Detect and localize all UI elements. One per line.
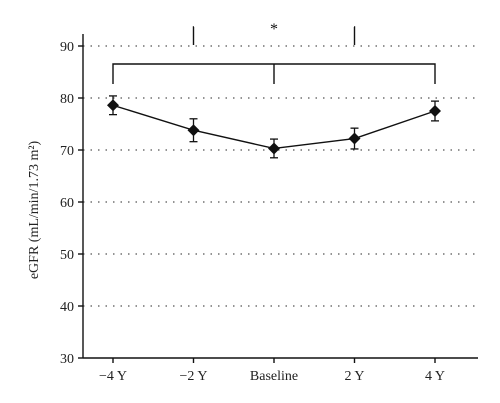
y-tick-labels: 30 40 50 60 70 80 90 [60, 40, 74, 367]
y-axis-title: eGFR (mL/min/1.73 m²) [27, 140, 42, 279]
data-point-0 [107, 99, 119, 112]
y-tick-label-90: 90 [60, 40, 74, 55]
y-tick-label-50: 50 [60, 248, 74, 263]
y-tick-label-60: 60 [60, 196, 74, 211]
grid-layer [83, 45, 478, 307]
y-tick-label-40: 40 [60, 300, 74, 315]
x-tick-labels: −4 Y −2 Y Baseline 2 Y 4 Y [99, 369, 445, 384]
x-tick-label-0: −4 Y [99, 369, 127, 384]
bracket-inner-right [353, 26, 356, 45]
series-layer [107, 95, 441, 159]
y-tick-label-80: 80 [60, 92, 74, 107]
x-tick-label-1: −2 Y [180, 369, 208, 384]
y-tick-label-30: 30 [60, 352, 74, 367]
data-point-2 [268, 142, 280, 155]
bracket-inner-left [192, 26, 195, 45]
x-tick-label-4: 4 Y [425, 369, 445, 384]
data-point-3 [348, 132, 361, 145]
axis-layer [78, 34, 478, 363]
significance-brackets: * [112, 21, 436, 84]
data-point-4 [429, 105, 441, 117]
significance-star: * [270, 21, 278, 38]
data-point-1 [187, 124, 200, 137]
y-tick-label-70: 70 [60, 144, 74, 159]
x-tick-label-3: 2 Y [344, 369, 364, 384]
x-tick-label-2: Baseline [250, 369, 298, 384]
